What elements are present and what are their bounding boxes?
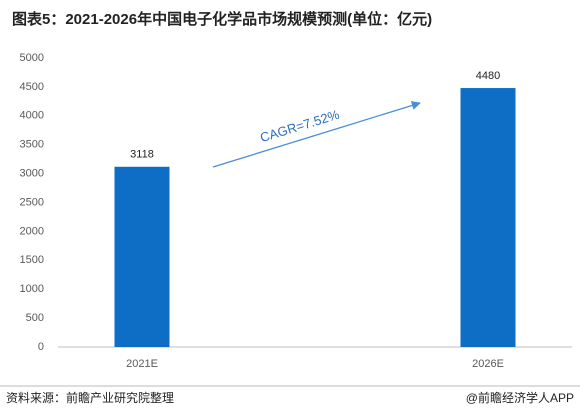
- y-tick-label: 1000: [20, 283, 44, 295]
- x-tick-label: 2021E: [126, 358, 158, 370]
- bar: [460, 88, 516, 347]
- source: 资料来源：前瞻产业研究院整理: [6, 390, 174, 405]
- x-tick-label: 2026E: [472, 358, 504, 370]
- data-label: 4480: [476, 70, 500, 82]
- y-tick-label: 2000: [20, 225, 44, 237]
- data-label: 3118: [130, 149, 154, 161]
- credit: @前瞻经济学人APP: [466, 390, 574, 405]
- cagr-annotation: CAGR=7.52%: [258, 107, 341, 145]
- y-tick-label: 3500: [20, 139, 44, 151]
- y-tick-label: 3000: [20, 168, 44, 180]
- y-tick-label: 0: [38, 341, 44, 353]
- y-tick-label: 500: [26, 312, 44, 324]
- y-tick-label: 1500: [20, 254, 44, 266]
- y-tick-label: 4500: [20, 81, 44, 93]
- y-tick-label: 2500: [20, 196, 44, 208]
- chart-title: 图表5：2021-2026年中国电子化学品市场规模预测(单位：亿元): [12, 10, 432, 28]
- y-tick-label: 5000: [20, 52, 44, 64]
- bar: [114, 166, 170, 347]
- y-tick-label: 4000: [20, 110, 44, 122]
- trend-arrow: [212, 101, 421, 168]
